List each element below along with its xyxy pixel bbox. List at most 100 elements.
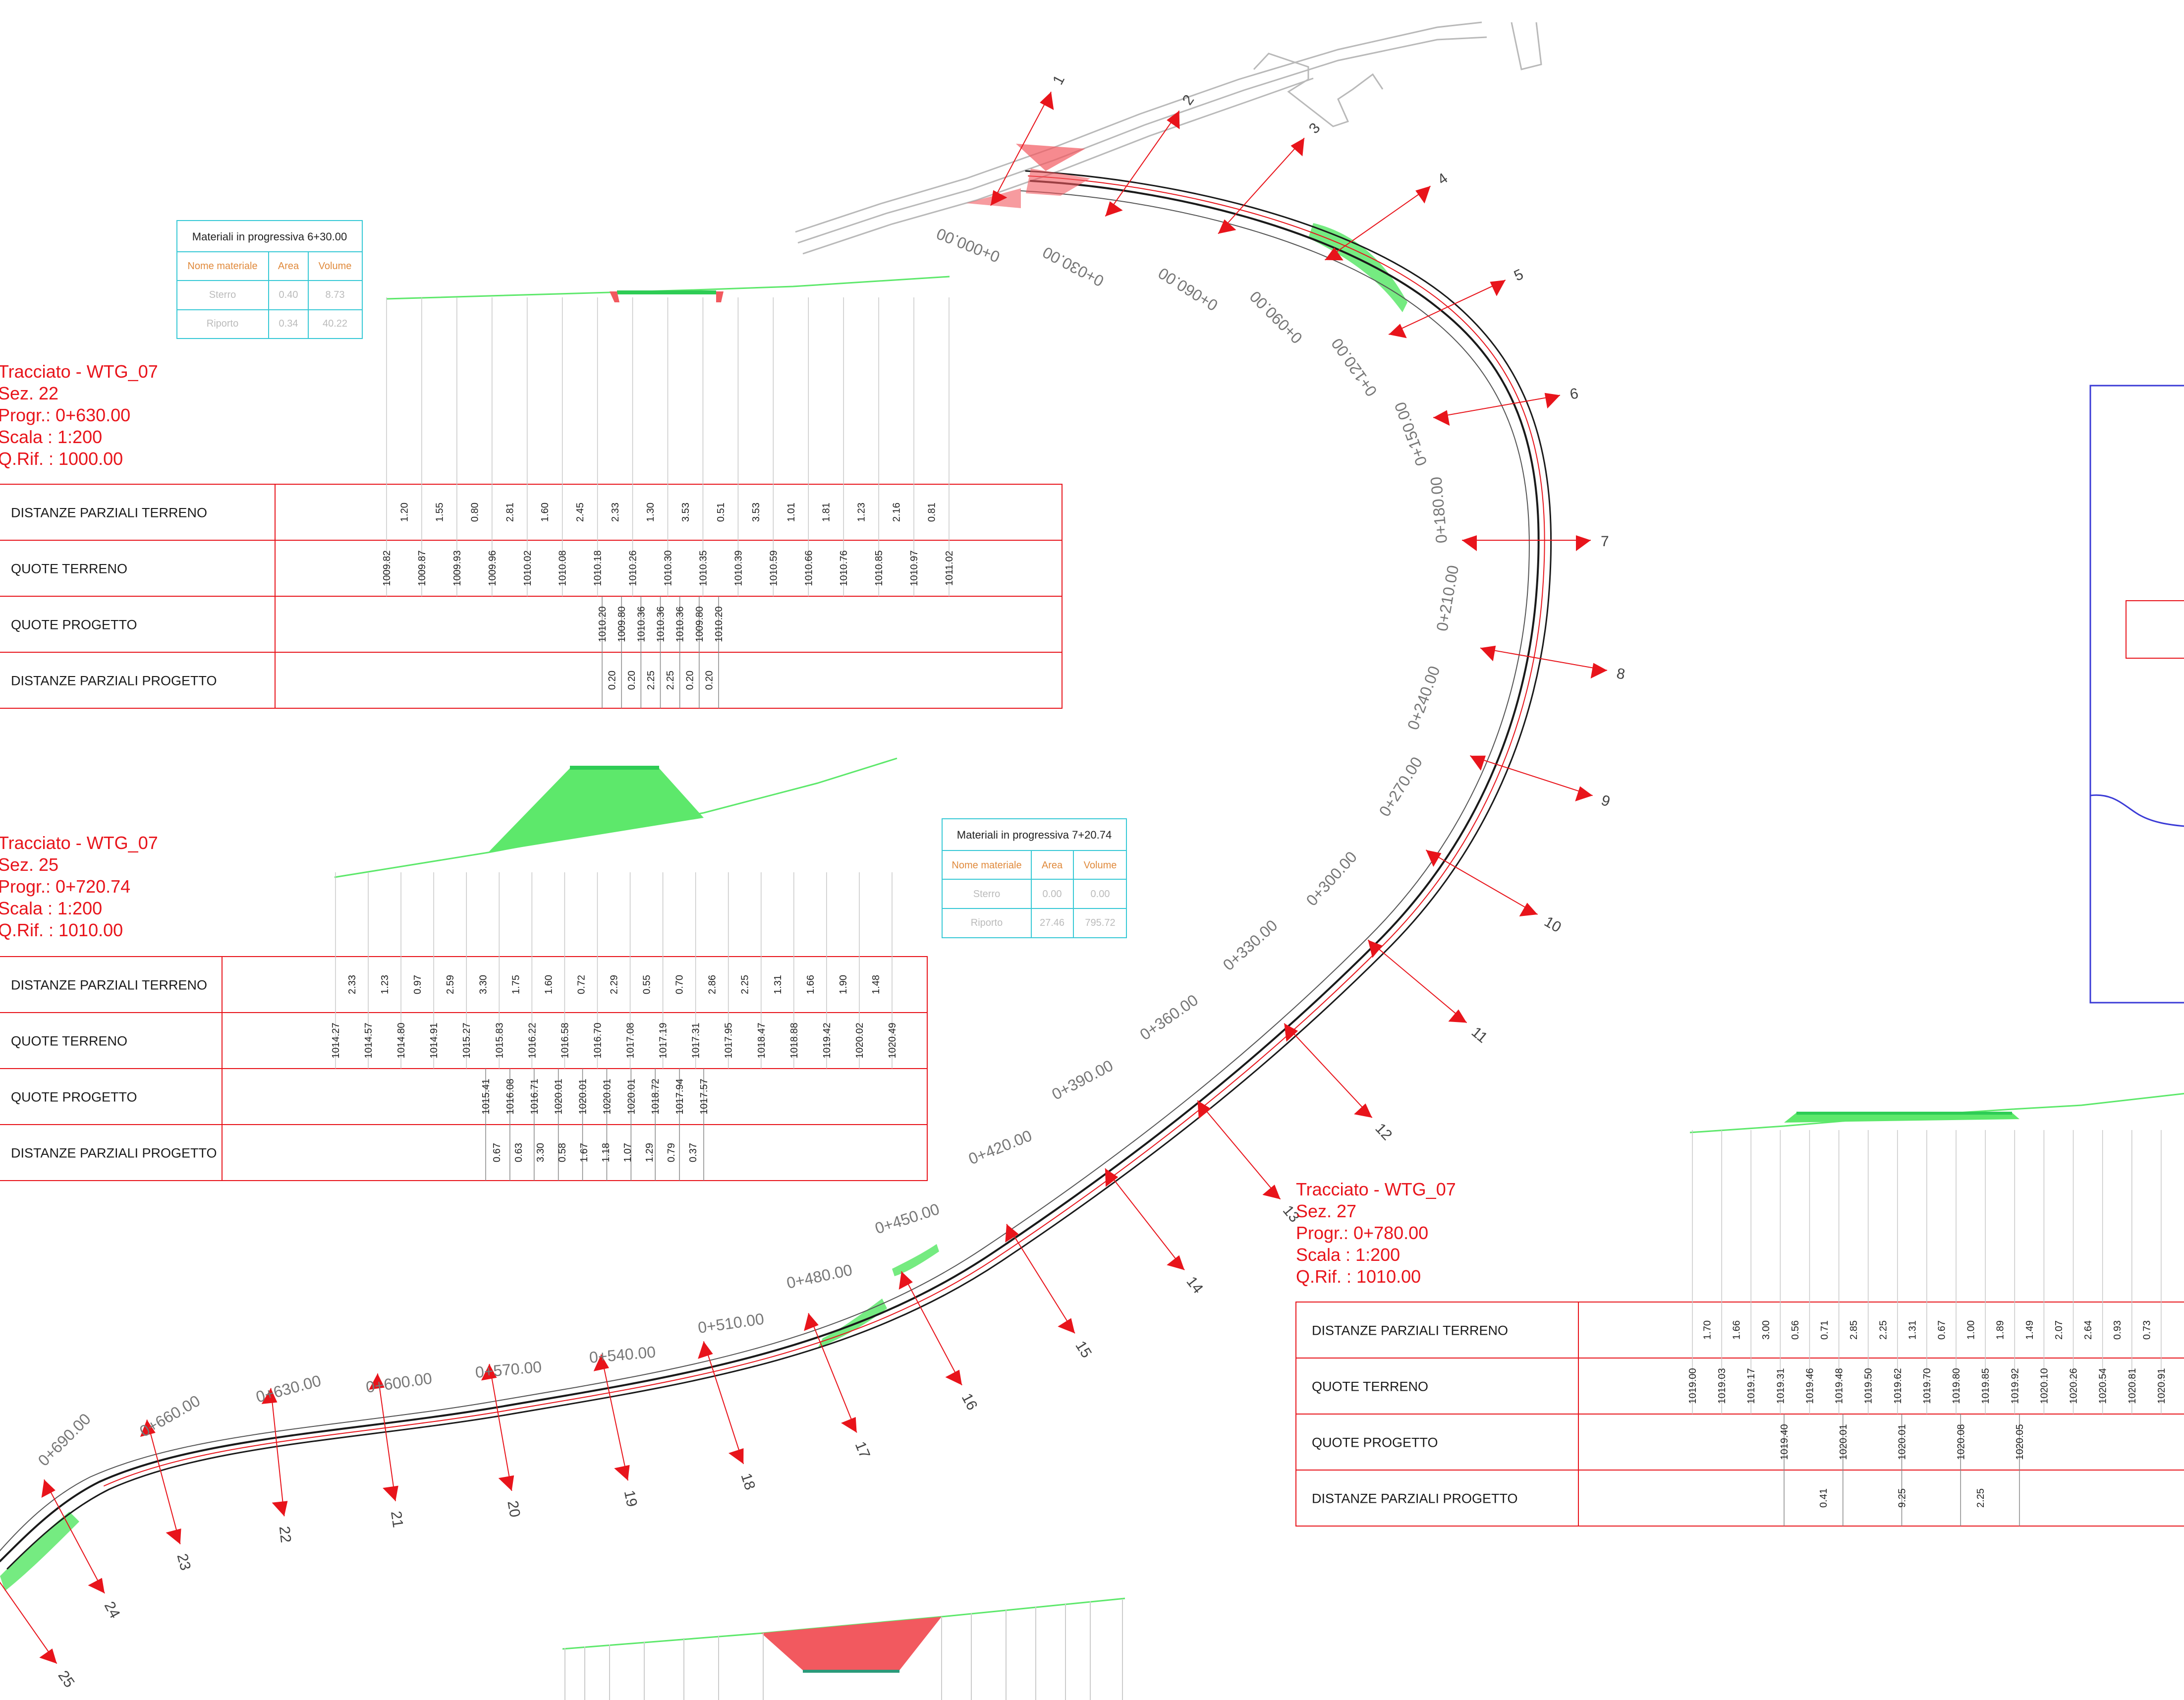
quota-terreno-label: 1010.66 bbox=[803, 550, 814, 586]
quota-terreno-label: 1020.49 bbox=[887, 1022, 898, 1058]
quota-progetto-label: 1009.80 bbox=[694, 606, 705, 642]
chainage-label: 0+180.00 bbox=[1427, 476, 1451, 544]
section-tables: DISTANZE PARZIALI TERRENO QUOTE TERRENO QU… bbox=[0, 297, 2184, 1527]
quota-terreno-label: 1009.87 bbox=[417, 550, 428, 586]
quota-terreno-label: 1010.18 bbox=[593, 550, 604, 586]
dist-terreno-label: 0.73 bbox=[2141, 1320, 2152, 1340]
section-number: 5 bbox=[1512, 266, 1526, 284]
section-marker: 15 bbox=[1005, 1224, 1095, 1361]
row-label: QUOTE PROGETTO bbox=[11, 618, 137, 632]
quota-terreno-label: 1016.58 bbox=[560, 1022, 570, 1058]
profile-sez-27 bbox=[1689, 1092, 2184, 1133]
chainage-label: 0+060.00 bbox=[1155, 264, 1221, 315]
quota-terreno-label: 1017.31 bbox=[691, 1022, 702, 1058]
section-number: 15 bbox=[1072, 1338, 1095, 1361]
dist-terreno-label: 1.81 bbox=[821, 503, 832, 522]
svg-text:Progr.: 0+780.00: Progr.: 0+780.00 bbox=[1296, 1223, 1428, 1243]
svg-text:0.34: 0.34 bbox=[279, 318, 298, 329]
section-number: 23 bbox=[173, 1552, 194, 1572]
chainage-label: 0+480.00 bbox=[785, 1261, 854, 1292]
quota-progetto-label: 1020.01 bbox=[554, 1078, 564, 1114]
svg-text:Sez. 27: Sez. 27 bbox=[1296, 1201, 1356, 1221]
dist-progetto-label: 0.41 bbox=[1818, 1488, 1829, 1508]
dist-terreno-label: 3.30 bbox=[478, 975, 489, 994]
svg-text:Volume: Volume bbox=[1084, 860, 1117, 871]
section-number: 1 bbox=[1050, 72, 1068, 87]
dist-terreno-label: 2.25 bbox=[740, 975, 751, 994]
dist-progetto-label: 1.67 bbox=[579, 1143, 590, 1162]
dist-terreno-label: 2.81 bbox=[504, 503, 515, 522]
quota-terreno-label: 1011.02 bbox=[944, 551, 955, 586]
dist-terreno-label: 1.49 bbox=[2024, 1320, 2035, 1340]
quota-progetto-label: 1017.94 bbox=[674, 1078, 685, 1114]
dist-progetto-label: 0.20 bbox=[684, 671, 695, 690]
quota-terreno-label: 1009.96 bbox=[487, 550, 498, 586]
chainage-label: 0+600.00 bbox=[365, 1369, 433, 1396]
quota-terreno-label: 1019.62 bbox=[1893, 1368, 1904, 1404]
quota-terreno-label: 1010.26 bbox=[628, 550, 639, 586]
svg-text:Nome materiale: Nome materiale bbox=[952, 860, 1021, 871]
dist-terreno-label: 0.97 bbox=[412, 975, 423, 994]
quota-progetto-label: 1010.20 bbox=[597, 606, 608, 642]
row-label: DISTANZE PARZIALI TERRENO bbox=[1312, 1323, 1508, 1338]
svg-text:Area: Area bbox=[278, 261, 299, 272]
quota-progetto-label: 1020.05 bbox=[2015, 1424, 2025, 1460]
dist-terreno-label: 0.51 bbox=[716, 503, 727, 522]
section-title-sez-27: Tracciato - WTG_07 Sez. 27 Progr.: 0+780… bbox=[1296, 1179, 1456, 1287]
svg-text:Nome materiale: Nome materiale bbox=[187, 261, 257, 272]
section-number: 18 bbox=[737, 1471, 758, 1492]
dist-terreno-label: 1.01 bbox=[786, 503, 797, 522]
quota-progetto-label: 1020.01 bbox=[1838, 1424, 1849, 1460]
quota-terreno-label: 1009.82 bbox=[382, 550, 392, 586]
quota-progetto-label: 1009.80 bbox=[616, 606, 627, 642]
frame-inner-box bbox=[2126, 600, 2184, 659]
svg-text:Progr.: 0+720.74: Progr.: 0+720.74 bbox=[0, 876, 130, 897]
quota-terreno-label: 1017.08 bbox=[625, 1022, 636, 1058]
chainage-label: 0+450.00 bbox=[873, 1200, 942, 1238]
quota-progetto-label: 1020.01 bbox=[578, 1078, 589, 1114]
section-number: 22 bbox=[276, 1526, 294, 1544]
quota-terreno-label: 1019.85 bbox=[1980, 1368, 1991, 1404]
section-number: 11 bbox=[1468, 1024, 1491, 1046]
section-number: 8 bbox=[1615, 665, 1626, 682]
section-marker: 19 bbox=[593, 1354, 640, 1508]
chainage-label: 0+330.00 bbox=[1220, 916, 1281, 974]
section-marker: 8 bbox=[1480, 645, 1626, 683]
section-table-2: DISTANZE PARZIALI TERRENO QUOTE TERRENO QU… bbox=[0, 872, 928, 1181]
section-number: 7 bbox=[1601, 533, 1609, 550]
section-number: 6 bbox=[1568, 385, 1579, 402]
svg-text:0.40: 0.40 bbox=[279, 289, 298, 300]
quota-progetto-label: 1017.57 bbox=[699, 1078, 710, 1114]
row-label: DISTANZE PARZIALI PROGETTO bbox=[1312, 1491, 1518, 1506]
dist-terreno-label: 0.81 bbox=[927, 503, 938, 522]
svg-text:Scala : 1:200: Scala : 1:200 bbox=[1296, 1245, 1400, 1265]
row-label: QUOTE TERRENO bbox=[11, 1034, 127, 1049]
plan-frame bbox=[2089, 385, 2184, 1004]
dist-progetto-label: 3.30 bbox=[535, 1143, 546, 1162]
quota-terreno-label: 1019.42 bbox=[822, 1022, 833, 1058]
dist-progetto-label: 1.29 bbox=[644, 1143, 655, 1162]
svg-text:27.46: 27.46 bbox=[1040, 917, 1064, 928]
quota-terreno-label: 1014.91 bbox=[429, 1022, 440, 1058]
quota-terreno-label: 1020.26 bbox=[2069, 1368, 2079, 1404]
dist-terreno-label: 0.67 bbox=[1937, 1320, 1948, 1340]
section-number: 3 bbox=[1306, 120, 1324, 137]
quota-terreno-label: 1016.22 bbox=[527, 1022, 538, 1058]
section-number: 21 bbox=[388, 1510, 406, 1529]
quota-terreno-label: 1010.97 bbox=[909, 550, 920, 586]
quota-progetto-label: 1015.41 bbox=[481, 1078, 492, 1114]
svg-text:Sterro: Sterro bbox=[973, 889, 1000, 900]
dist-terreno-label: 0.80 bbox=[469, 503, 480, 522]
dist-terreno-label: 1.23 bbox=[856, 503, 867, 522]
chainage-label: 0+300.00 bbox=[1302, 848, 1360, 909]
svg-text:Sez. 22: Sez. 22 bbox=[0, 383, 58, 403]
svg-text:Riporto: Riporto bbox=[207, 318, 238, 329]
section-number: 25 bbox=[55, 1668, 77, 1691]
dist-progetto-label: 2.25 bbox=[665, 671, 676, 690]
chainage-label: 0+090.00 bbox=[1246, 287, 1305, 347]
quota-terreno-label: 1019.48 bbox=[1834, 1368, 1845, 1404]
dist-progetto-label: 2.25 bbox=[1975, 1488, 1986, 1508]
quota-progetto-label: 1016.71 bbox=[529, 1078, 540, 1114]
section-marker: 7 bbox=[1462, 533, 1609, 551]
